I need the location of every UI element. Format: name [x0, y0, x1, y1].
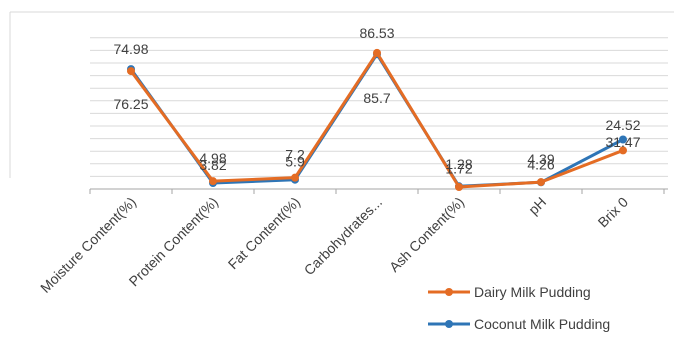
data-point-dairy-milk-pudding [619, 146, 627, 155]
data-label-coconut-milk-pudding: 3.82 [199, 157, 226, 173]
data-point-dairy-milk-pudding [373, 48, 381, 57]
data-label-dairy-milk-pudding: 24.52 [605, 117, 640, 133]
data-point-coconut-milk-pudding [619, 135, 627, 144]
x-axis [89, 188, 668, 194]
data-label-dairy-milk-pudding: 86.53 [359, 25, 394, 41]
data-label-coconut-milk-pudding: 85.7 [363, 90, 390, 106]
legend: Dairy Milk Pudding Coconut Milk Pudding [428, 284, 610, 332]
data-label-coconut-milk-pudding: 76.25 [113, 96, 148, 112]
legend-label: Coconut Milk Pudding [474, 316, 610, 332]
legend-marker [445, 320, 453, 328]
data-point-dairy-milk-pudding [455, 182, 463, 191]
data-label-coconut-milk-pudding: 4.26 [527, 156, 554, 172]
data-label-coconut-milk-pudding: 5.9 [285, 154, 305, 170]
data-label-dairy-milk-pudding: 7.2 [285, 147, 305, 163]
data-point-dairy-milk-pudding [127, 67, 135, 76]
data-label-dairy-milk-pudding: 74.98 [113, 41, 148, 57]
series-group [127, 48, 627, 191]
data-label-coconut-milk-pudding: 1.72 [445, 160, 472, 176]
data-label-coconut-milk-pudding: 31.47 [605, 134, 640, 150]
legend-marker [445, 288, 453, 296]
data-point-dairy-milk-pudding [291, 173, 299, 182]
data-label-dairy-milk-pudding: 1.28 [445, 156, 472, 172]
gridlines [9, 11, 674, 178]
data-labels: 74.98 4.98 7.2 86.53 1.28 4.39 24.52 76.25 3.82 5… [113, 25, 640, 176]
data-label-dairy-milk-pudding: 4.98 [199, 150, 226, 166]
legend-label: Dairy Milk Pudding [474, 284, 591, 300]
data-point-dairy-milk-pudding [209, 177, 217, 186]
data-point-dairy-milk-pudding [537, 178, 545, 187]
data-label-dairy-milk-pudding: 4.39 [527, 151, 554, 167]
